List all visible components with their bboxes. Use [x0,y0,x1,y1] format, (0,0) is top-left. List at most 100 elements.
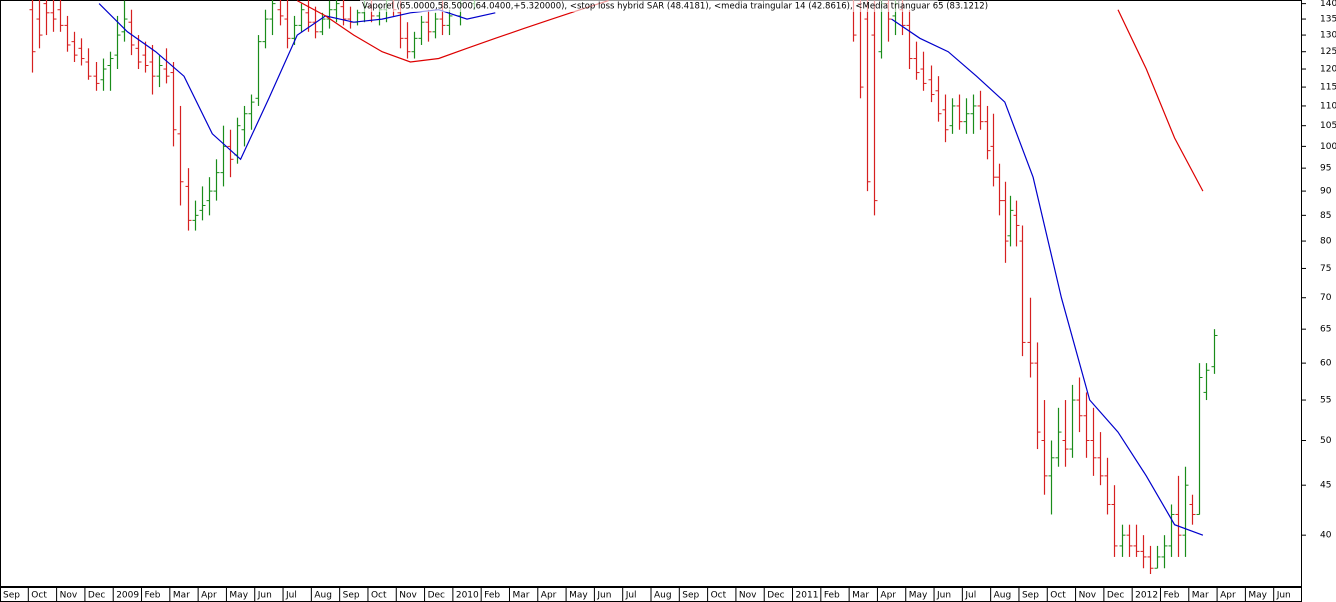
y-tick-label: 90 [1320,187,1332,197]
ohlc-bar [913,41,920,80]
ohlc-bar [1097,432,1104,486]
ohlc-bar [199,186,206,221]
ohlc-bar [935,76,942,122]
x-tick-label: Apr [1220,591,1236,601]
x-tick-label: Apr [880,591,896,601]
ohlc-bar [864,0,871,192]
x-tick-label: Aug [994,591,1012,601]
ohlc-bar [177,105,184,206]
ohlc-bar [425,9,432,42]
x-tick-label: 2010 [456,591,479,601]
ohlc-bar [241,105,248,147]
x-tick-label: Feb [824,591,840,601]
x-tick-label: Jun [936,591,951,601]
x-tick-label: Nov [739,591,757,601]
ohlc-bar [100,58,107,91]
x-tick-label: May [229,591,248,601]
ohlc-bar [1154,545,1161,569]
x-tick-label: Feb [145,591,161,601]
y-tick-label: 45 [1320,481,1331,491]
x-tick-label: Jul [285,591,297,601]
ohlc-bar [963,98,970,134]
ohlc-bar [1083,392,1090,458]
ohlc-bar [319,12,326,36]
x-tick-label: Oct [1050,591,1066,601]
y-tick-label: 120 [1320,65,1336,75]
ohlc-bar [248,94,255,130]
ohlc-bar [1019,225,1026,357]
x-tick-label: Mar [173,591,190,601]
y-tick-label: 130 [1320,31,1336,41]
y-tick-label: 40 [1320,531,1332,541]
ohlc-bar [1133,524,1140,557]
ohlc-bar [163,48,170,84]
ohlc-bar [1062,400,1069,467]
ohlc-bar [432,12,439,39]
ohlc-bar [906,9,913,70]
ohlc-bar [1140,535,1147,569]
x-tick-label: Sep [3,591,20,601]
x-tick-label: Jun [596,591,611,601]
indicator-line [296,0,609,63]
ohlc-bar [949,98,956,134]
ohlc-bar [78,38,85,66]
x-tick-label: Jun [1276,591,1291,601]
ohlc-bar [43,0,50,36]
x-tick-label: Sep [1022,591,1039,601]
ohlc-bar [192,200,199,231]
x-tick-label: May [1248,591,1267,601]
x-tick-label: 2012 [1135,591,1158,601]
ohlc-bar [1175,475,1182,557]
ohlc-bar [1069,384,1076,458]
ohlc-bar [135,35,142,70]
y-tick-label: 50 [1320,436,1332,446]
y-tick-label: 55 [1320,396,1331,406]
x-tick-label: Dec [88,591,105,601]
ohlc-bar [156,55,163,88]
x-tick-label: Nov [399,591,417,601]
ohlc-bar [1041,400,1048,495]
ohlc-bar [213,159,220,201]
ohlc-bar [57,0,64,32]
x-tick-label: 2009 [116,591,139,601]
ohlc-bar [871,0,878,216]
ohlc-bar [1189,494,1196,525]
ohlc-bar [1055,407,1062,467]
ohlc-bar [50,0,57,32]
y-tick-label: 75 [1320,264,1331,274]
ohlc-bar [170,62,177,147]
x-tick-label: Dec [767,591,784,601]
x-tick-label: Feb [1163,591,1179,601]
y-tick-label: 70 [1320,293,1332,303]
x-tick-label: Dec [428,591,445,601]
x-tick-label: Mar [512,591,529,601]
ohlc-bar [1126,524,1133,557]
x-tick-label: Apr [201,591,217,601]
x-tick-label: Mar [1192,591,1209,601]
ohlc-bar [996,163,1003,216]
x-tick-label: Nov [1079,591,1097,601]
ohlc-bar [977,90,984,130]
y-tick-label: 100 [1320,142,1336,152]
x-tick-label: Nov [60,591,78,601]
ohlc-bar [121,0,128,42]
ohlc-bar [1104,457,1111,515]
y-tick-label: 135 [1320,15,1336,25]
x-tick-label: Feb [484,591,500,601]
ohlc-bar [262,9,269,49]
ohlc-bar [956,94,963,130]
ohlc-bar [36,0,43,49]
ohlc-bar [920,51,927,91]
ohlc-bar [418,15,425,45]
x-tick-label: May [909,591,928,601]
ohlc-bar [227,129,234,178]
x-tick-label: Mar [852,591,869,601]
x-tick-label: Jul [964,591,976,601]
x-tick-label: Oct [371,591,387,601]
ohlc-bar [85,48,92,80]
y-tick-label: 140 [1320,0,1336,9]
ohlc-bar [928,65,935,103]
ohlc-bar [255,35,262,106]
ohlc-bar [1111,485,1118,557]
